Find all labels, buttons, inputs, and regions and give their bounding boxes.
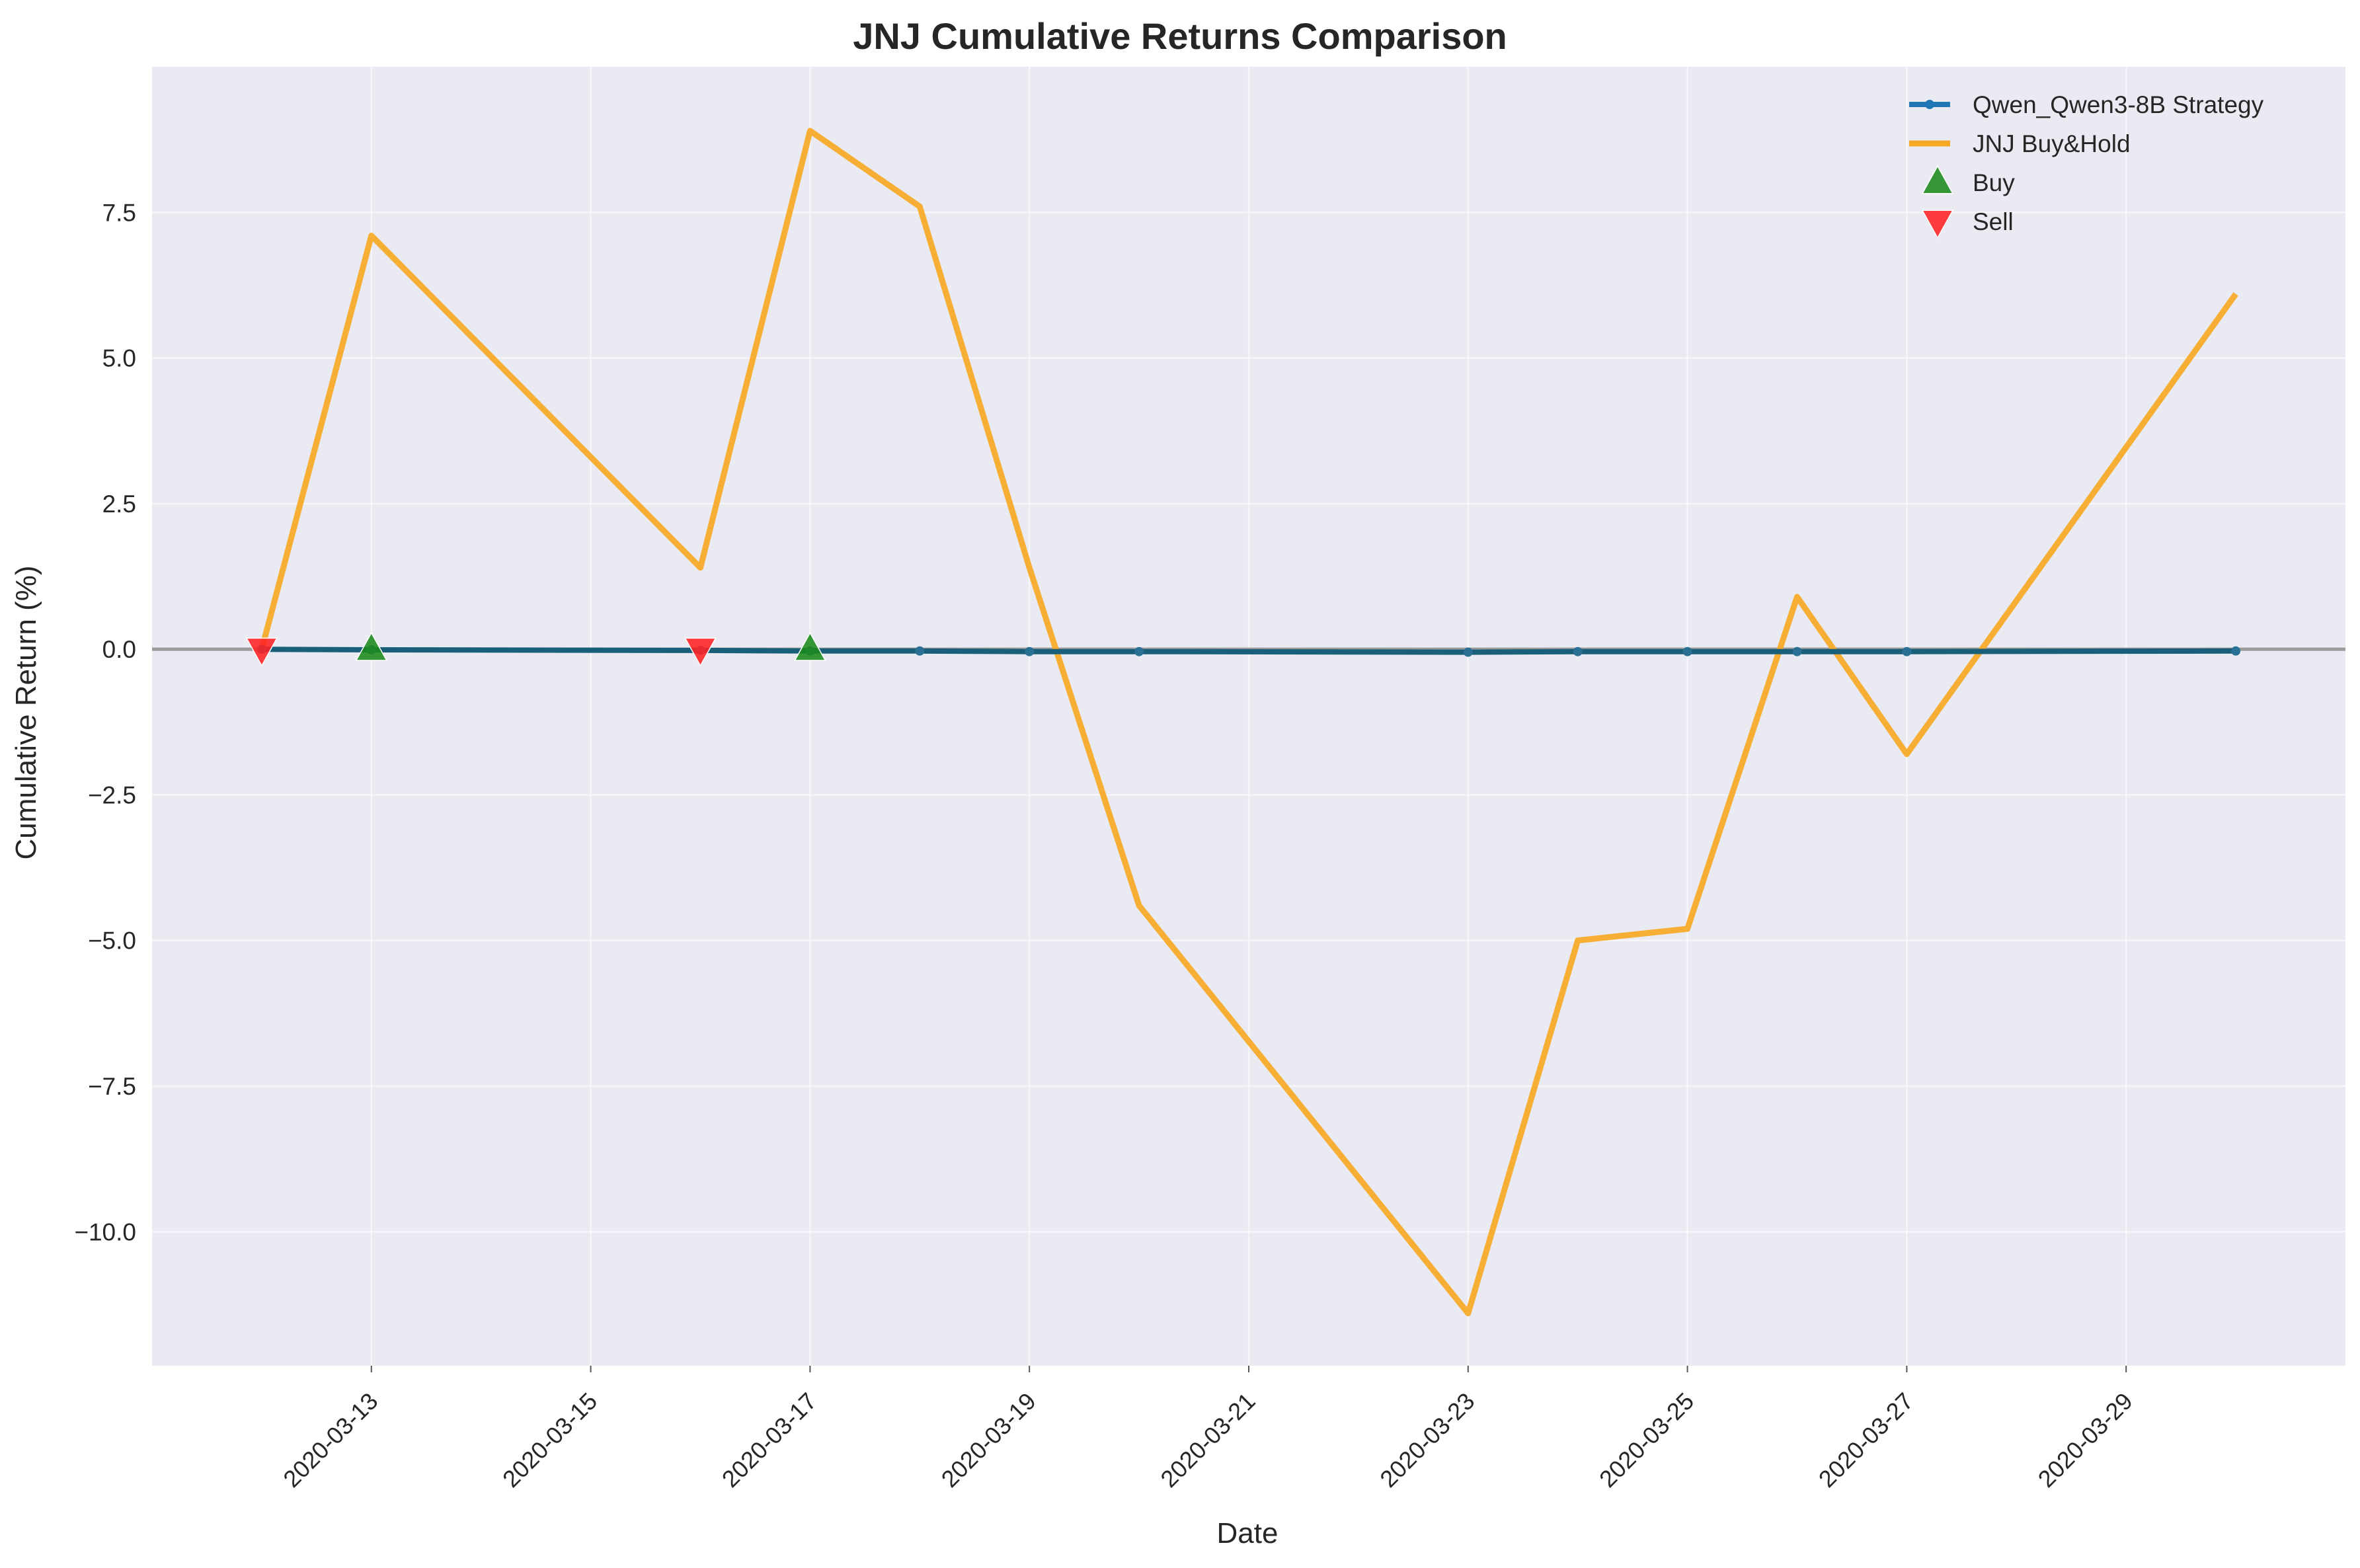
strategy-point [1025, 647, 1035, 656]
x-tick-label: 2020-03-25 [1594, 1388, 1699, 1493]
legend-label-buy: Buy [1973, 169, 2015, 196]
y-tick-label: −2.5 [88, 781, 136, 808]
y-axis-label: Cumulative Return (%) [10, 565, 42, 859]
x-tick-label: 2020-03-17 [717, 1388, 822, 1493]
legend-label-buy-hold: JNJ Buy&Hold [1973, 130, 2131, 157]
x-tick-label: 2020-03-19 [936, 1388, 1041, 1493]
x-axis-label: Date [1217, 1517, 1278, 1549]
x-tick-label: 2020-03-15 [497, 1388, 602, 1493]
x-axis-ticks: 2020-03-13 2020-03-15 2020-03-17 2020-03-19… [278, 1366, 2138, 1493]
legend-swatch-strategy-dot [1925, 100, 1934, 109]
sell-marker [245, 637, 278, 667]
y-tick-label: −10.0 [74, 1218, 136, 1245]
legend-swatch-sell [1921, 210, 1954, 239]
strategy-point [2231, 646, 2241, 656]
y-axis-ticks: −10.0 −7.5 −5.0 −2.5 0.0 2.5 5.0 7.5 [74, 199, 136, 1245]
x-tick-label: 2020-03-27 [1813, 1388, 1918, 1493]
series-line-strategy [261, 647, 2236, 655]
x-tick-label: 2020-03-29 [2033, 1388, 2138, 1493]
y-tick-label: 5.0 [102, 345, 136, 372]
legend-label-sell: Sell [1973, 208, 2014, 235]
strategy-point [1902, 647, 1912, 656]
buy-marker [794, 631, 826, 661]
marker-layer [245, 631, 826, 667]
legend: Qwen_Qwen3-8B Strategy JNJ Buy&Hold Buy Sel… [1909, 91, 2264, 239]
strategy-point [1573, 647, 1583, 656]
legend-swatch-buy [1921, 165, 1954, 194]
y-tick-label: −7.5 [88, 1073, 136, 1100]
strategy-point [915, 646, 925, 656]
strategy-point [1792, 647, 1802, 656]
sell-marker [684, 637, 717, 667]
y-tick-label: 2.5 [102, 490, 136, 518]
strategy-point [1682, 647, 1692, 656]
y-tick-label: 7.5 [102, 199, 136, 226]
legend-label-strategy: Qwen_Qwen3-8B Strategy [1973, 91, 2264, 118]
x-tick-label: 2020-03-21 [1155, 1388, 1260, 1493]
strategy-point [1134, 647, 1144, 656]
y-tick-label: −5.0 [88, 927, 136, 955]
strategy-point [1463, 647, 1473, 657]
series-line-jnj-buy-hold [258, 128, 2238, 1317]
y-tick-label: 0.0 [102, 636, 136, 663]
buy-marker [355, 631, 388, 661]
x-tick-label: 2020-03-13 [278, 1388, 383, 1493]
x-tick-label: 2020-03-23 [1374, 1388, 1479, 1493]
chart-title: JNJ Cumulative Returns Comparison [853, 15, 1507, 57]
